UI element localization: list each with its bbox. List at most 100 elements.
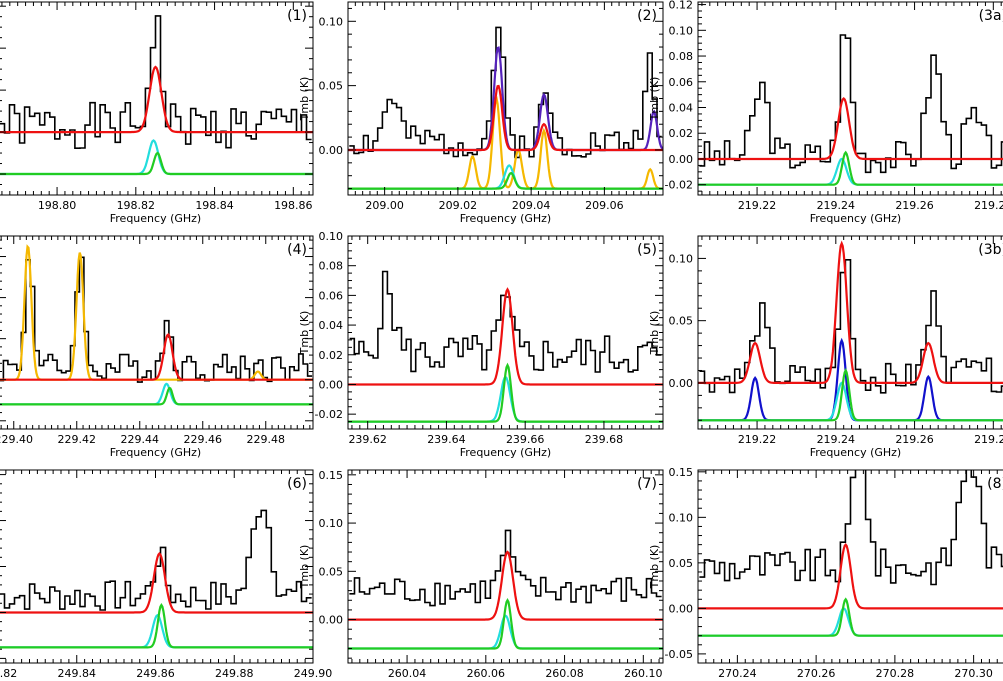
x-tick-label: 209.02	[439, 199, 478, 212]
series-observed	[349, 529, 662, 607]
y-tick-label: 0.04	[319, 319, 344, 332]
x-axis-label: Frequency (GHz)	[110, 446, 201, 459]
plot-area	[698, 34, 1003, 186]
series-model-total	[348, 550, 663, 621]
y-axis-label: Tmb (K)	[298, 77, 311, 122]
x-tick-label: 270.28	[876, 667, 915, 680]
panel-label: (4)	[287, 242, 307, 258]
y-tick-label: 0.06	[669, 76, 694, 89]
series-model-component-b	[0, 151, 313, 176]
x-tick-label: 209.04	[512, 199, 551, 212]
y-tick-label: 0.00	[669, 377, 694, 390]
plot-area	[348, 26, 663, 190]
series-model-component-b	[0, 386, 313, 406]
series-observed	[0, 15, 312, 149]
y-tick-label: 0.10	[319, 15, 344, 28]
series-model-component-b	[0, 603, 313, 649]
spectrum-panel: 219.22 219.24 219.26 219.28 -0.02 0.00 0.02 0.0…	[648, 0, 1003, 225]
y-axis-label: Tmb (K)	[648, 545, 661, 590]
plot-area	[0, 244, 313, 406]
y-tick-label: 0.06	[319, 289, 344, 302]
x-tick-label: 209.06	[585, 199, 624, 212]
spectrum-panel: 249.82249.84249.86249.88249.90-0.050.000…	[0, 469, 332, 680]
series-model-total	[0, 552, 313, 614]
y-tick-label: 0.02	[669, 127, 694, 140]
panel-label: (3b)	[978, 242, 1003, 258]
panel-label: (2)	[637, 8, 657, 24]
y-tick-label: 0.00	[669, 602, 694, 615]
series-model-component-b	[348, 362, 663, 423]
series-observed	[349, 270, 662, 373]
y-tick-label: 0.05	[669, 557, 694, 570]
x-tick-label: 239.62	[348, 433, 387, 446]
plot-area	[698, 470, 1003, 637]
x-tick-label: 270.30	[954, 667, 993, 680]
x-tick-label: 229.44	[121, 433, 160, 446]
plot-area	[698, 240, 1003, 422]
spectrum-panel: 239.62 239.64 239.66 239.68 -0.02 0.00 0.02 0.0…	[298, 230, 664, 459]
y-tick-label: 0.10	[319, 517, 344, 530]
y-tick-label: 0.00	[319, 614, 344, 627]
y-tick-label: 0.10	[669, 24, 694, 37]
series-observed	[699, 34, 1003, 174]
spectrum-panel: 229.40229.42229.44229.46229.48-0.050.000…	[0, 235, 314, 459]
series-model-total	[698, 240, 1003, 384]
y-tick-label: 0.10	[669, 511, 694, 524]
x-tick-label: 198.80	[38, 199, 77, 212]
plot-area	[348, 529, 663, 650]
panel-label: (1)	[287, 8, 307, 24]
plot-area	[348, 270, 663, 423]
plot-frame	[697, 235, 1003, 430]
x-tick-label: 219.28	[974, 433, 1003, 446]
series-model-component-b	[348, 598, 663, 650]
series-model-total	[348, 84, 663, 152]
series-observed	[349, 26, 662, 159]
y-tick-label: -0.05	[665, 648, 693, 661]
y-axis-label: Tmb (K)	[648, 311, 661, 356]
x-tick-label: 249.86	[136, 667, 175, 680]
y-tick-label: 0.04	[669, 102, 694, 115]
series-model-total	[348, 287, 663, 386]
y-tick-label: 0.10	[319, 230, 344, 243]
x-tick-label: 198.82	[117, 199, 156, 212]
panel-label: (7)	[637, 476, 657, 492]
plot-area	[0, 509, 313, 649]
y-tick-label: 0.12	[669, 0, 694, 12]
panel-label: (6)	[287, 476, 307, 492]
y-axis-label: Tmb (K)	[298, 311, 311, 356]
series-model-total	[0, 65, 313, 134]
x-tick-label: 249.90	[294, 667, 333, 680]
series-model-component-b	[348, 172, 663, 190]
x-tick-label: 270.26	[797, 667, 836, 680]
spectrum-panel: 219.22 219.24 219.26 219.28 0.00 0.05 0.10 Tmb …	[648, 235, 1003, 459]
x-tick-label: 260.10	[624, 667, 663, 680]
spectrum-panel: 270.24 270.26 270.28 270.30 -0.05 0.00 0.05 0.1…	[648, 466, 1003, 680]
x-tick-label: 219.24	[817, 433, 856, 446]
y-axis-label: Tmb (K)	[298, 545, 311, 590]
x-axis-label: Frequency (GHz)	[810, 446, 901, 459]
series-model-component-a	[0, 382, 313, 406]
x-axis-label: Frequency (GHz)	[810, 212, 901, 225]
series-model-component-b	[698, 597, 1003, 637]
x-tick-label: 219.22	[738, 433, 777, 446]
spectrum-panel: 209.00 209.02 209.04 209.06 0.00 0.05 0.10 Tmb …	[298, 1, 664, 225]
x-axis-label: Frequency (GHz)	[460, 212, 551, 225]
plot-area	[0, 15, 313, 176]
y-tick-label: 0.15	[669, 466, 694, 479]
x-tick-label: 219.26	[895, 433, 934, 446]
y-tick-label: 0.10	[669, 252, 694, 265]
series-model-component-b	[698, 368, 1003, 422]
series-model-total	[698, 96, 1003, 161]
plot-frame	[0, 235, 314, 430]
x-tick-label: 219.24	[817, 199, 856, 212]
x-tick-label: 198.86	[274, 199, 313, 212]
y-tick-label: 0.15	[319, 469, 344, 482]
x-tick-label: 249.82	[0, 667, 17, 680]
x-tick-label: 198.84	[195, 199, 234, 212]
y-tick-label: 0.08	[319, 260, 344, 273]
plot-frame	[0, 1, 314, 196]
x-tick-label: 260.04	[388, 667, 427, 680]
x-tick-label: 249.84	[58, 667, 97, 680]
x-tick-label: 239.64	[427, 433, 466, 446]
